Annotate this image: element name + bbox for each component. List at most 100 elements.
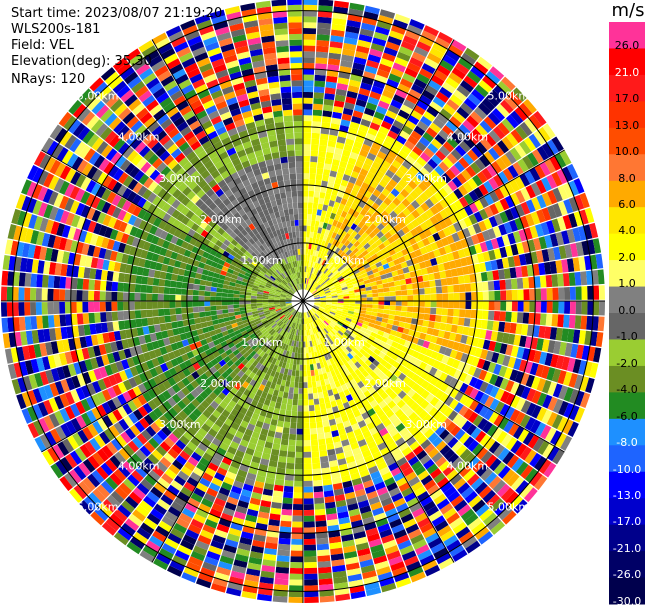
ppi-gate [435, 149, 447, 161]
ppi-gate [471, 443, 484, 456]
ppi-gate [292, 334, 296, 341]
ppi-gate [314, 304, 320, 307]
ppi-gate [434, 134, 447, 146]
ppi-gate [340, 282, 347, 287]
ppi-gate [454, 333, 463, 343]
ppi-gate [341, 439, 350, 447]
ppi-gate [579, 376, 590, 392]
ppi-gate [426, 463, 439, 475]
ppi-gate [324, 193, 332, 200]
ppi-gate [343, 388, 351, 397]
ppi-gate [373, 512, 387, 522]
ppi-gate [314, 508, 326, 516]
ppi-gate [406, 497, 420, 508]
ppi-gate [467, 93, 481, 107]
ppi-gate [311, 352, 316, 359]
ppi-gate [378, 269, 386, 276]
ppi-gate [408, 150, 420, 161]
ppi-gate [304, 567, 318, 574]
ppi-gate [361, 181, 370, 191]
ppi-gate [337, 306, 344, 310]
ppi-gate [331, 268, 338, 274]
ppi-gate [193, 284, 200, 291]
ppi-gate [318, 356, 323, 363]
ppi-gate [584, 255, 592, 271]
ppi-gate [470, 66, 485, 80]
ppi-gate [372, 227, 381, 235]
ppi-gate [312, 281, 317, 287]
ppi-gate [422, 131, 434, 143]
ppi-gate [292, 504, 303, 511]
ppi-gate [488, 215, 498, 228]
ppi-gate [456, 230, 466, 240]
ppi-gate [298, 388, 303, 394]
ppi-gate [176, 320, 184, 328]
ppi-gate [486, 516, 502, 531]
ppi-gate [387, 192, 396, 202]
ppi-gate [424, 307, 431, 314]
ppi-gate [457, 343, 466, 353]
ppi-gate [484, 454, 498, 468]
ppi-gate [117, 301, 124, 311]
ppi-gate [338, 216, 345, 224]
ppi-gate [422, 340, 431, 349]
ppi-gate [351, 266, 359, 272]
ppi-gate [365, 527, 379, 537]
ppi-gate [309, 266, 312, 273]
ppi-gate [333, 100, 345, 108]
ppi-gate [311, 289, 317, 294]
ppi-gate [416, 449, 428, 461]
ppi-gate [350, 237, 358, 245]
ppi-gate [338, 71, 351, 80]
ppi-gate [482, 291, 489, 301]
ppi-gate [531, 404, 542, 419]
ppi-gate [341, 286, 348, 291]
ppi-gate [306, 237, 310, 244]
ppi-gate [356, 263, 364, 269]
ppi-gate [457, 275, 465, 284]
ppi-gate [394, 285, 402, 291]
ppi-gate [330, 275, 336, 281]
ppi-gate [393, 497, 406, 508]
ppi-gate [518, 229, 528, 242]
ppi-gate [411, 257, 419, 265]
ppi-gate [428, 225, 438, 235]
ppi-gate [334, 177, 342, 185]
ppi-gate [333, 280, 340, 286]
ppi-gate [256, 296, 263, 299]
ppi-gate [374, 560, 390, 570]
ppi-gate [395, 437, 406, 447]
ppi-gate [313, 262, 318, 269]
ppi-gate [450, 495, 464, 508]
ppi-gate [448, 191, 459, 203]
ppi-gate [332, 405, 339, 414]
ppi-gate [339, 160, 348, 169]
ppi-gate [435, 307, 443, 315]
ppi-gate [365, 587, 382, 597]
ppi-gate [419, 522, 434, 534]
ppi-gate [407, 306, 414, 313]
ppi-gate [578, 360, 588, 375]
ppi-gate [377, 370, 385, 379]
ppi-gate [361, 370, 370, 378]
ppi-gate [336, 208, 343, 216]
ppi-gate [519, 414, 531, 428]
ppi-gate [574, 390, 585, 406]
ppi-gate [330, 547, 343, 556]
ppi-gate [257, 593, 273, 602]
ppi-gate [406, 259, 414, 267]
ppi-gate [353, 56, 367, 66]
ppi-gate [529, 225, 539, 239]
ppi-gate [303, 115, 312, 122]
ppi-gate [347, 284, 354, 289]
ppi-gate [430, 350, 439, 360]
ppi-gate [222, 313, 230, 318]
ppi-gate [317, 227, 323, 234]
ppi-gate [312, 232, 318, 239]
ppi-gate [326, 325, 332, 332]
ppi-gate [327, 58, 341, 66]
ppi-gate [313, 98, 324, 105]
ppi-gate [406, 335, 414, 343]
ppi-gate [273, 589, 288, 597]
ppi-gate [400, 403, 410, 413]
